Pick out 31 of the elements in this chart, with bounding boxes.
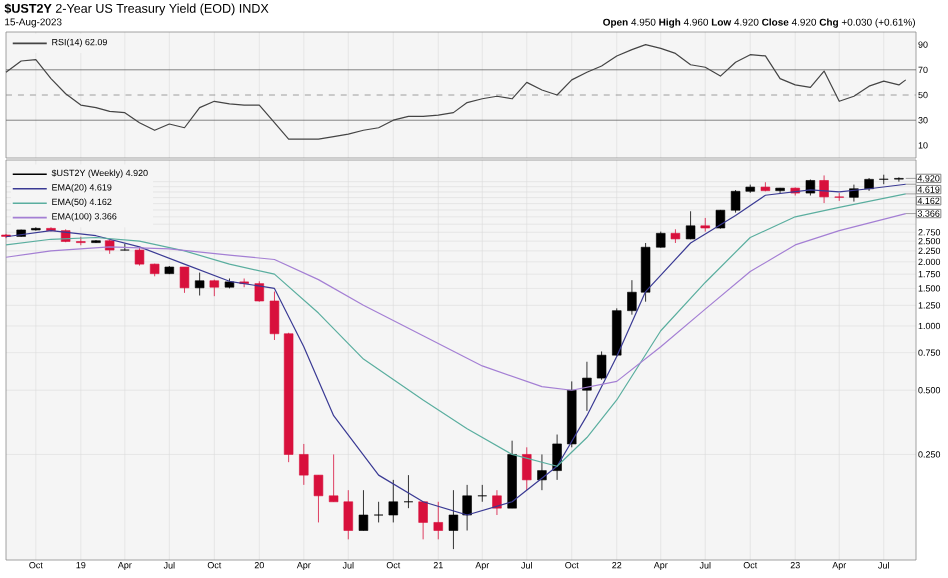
- candlestick: [522, 446, 532, 491]
- candlestick: [612, 307, 622, 357]
- candlestick: [328, 454, 339, 503]
- candlestick: [537, 454, 547, 491]
- candlestick: [700, 217, 710, 233]
- candlestick: [299, 443, 309, 486]
- candlestick: [134, 246, 145, 266]
- candlestick: [492, 489, 502, 516]
- candlestick: [582, 361, 592, 412]
- candlestick: [194, 272, 205, 296]
- candlestick: [418, 501, 428, 540]
- candlestick: [269, 291, 280, 341]
- candlestick: [254, 280, 264, 303]
- candlestick: [730, 189, 741, 214]
- line-series: [5, 212, 907, 391]
- candlestick: [313, 474, 324, 523]
- candlestick: [685, 210, 696, 240]
- candlestick: [433, 501, 443, 540]
- candlestick: [894, 176, 904, 183]
- candlestick: [462, 484, 472, 531]
- candlestick: [596, 351, 607, 381]
- candlestick: [448, 489, 459, 550]
- candlestick: [179, 266, 190, 294]
- candlestick: [819, 175, 829, 204]
- candlestick: [343, 489, 353, 540]
- candlestick: [373, 501, 384, 523]
- candlestick: [834, 192, 844, 202]
- candlestick: [388, 479, 398, 523]
- candlestick: [640, 242, 651, 303]
- candlestick: [358, 489, 369, 531]
- candlestick: [627, 279, 637, 316]
